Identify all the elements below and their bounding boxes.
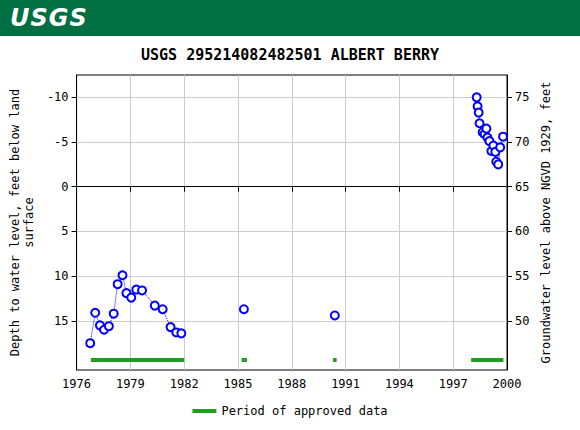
svg-text:1982: 1982 — [170, 377, 199, 391]
svg-text:15: 15 — [54, 314, 68, 328]
svg-text:Period of approved data: Period of approved data — [221, 404, 387, 418]
svg-text:1991: 1991 — [331, 377, 360, 391]
svg-text:75: 75 — [515, 90, 529, 104]
svg-text:Depth to water level, feet bel: Depth to water level, feet below land — [8, 89, 22, 356]
svg-text:10: 10 — [54, 269, 68, 283]
svg-text:50: 50 — [515, 314, 529, 328]
svg-text:2000: 2000 — [493, 377, 522, 391]
svg-text:55: 55 — [515, 269, 529, 283]
svg-text:-10: -10 — [47, 90, 69, 104]
svg-text:USGS 295214082482501 ALBERT BE: USGS 295214082482501 ALBERT BERRY — [141, 46, 439, 64]
svg-text:1985: 1985 — [224, 377, 253, 391]
svg-text:Groundwater level above NGVD 1: Groundwater level above NGVD 1929, feet — [539, 82, 553, 364]
svg-text:-5: -5 — [54, 135, 68, 149]
svg-text:0: 0 — [61, 180, 68, 194]
svg-text:1994: 1994 — [385, 377, 414, 391]
svg-text:surface: surface — [22, 197, 36, 248]
svg-text:1976: 1976 — [62, 377, 91, 391]
svg-text:1979: 1979 — [116, 377, 145, 391]
svg-text:1988: 1988 — [277, 377, 306, 391]
svg-text:70: 70 — [515, 135, 529, 149]
html-text:USGS: USGS — [10, 4, 88, 32]
svg-text:5: 5 — [61, 224, 68, 238]
svg-text:65: 65 — [515, 180, 529, 194]
svg-text:1997: 1997 — [439, 377, 468, 391]
svg-text:60: 60 — [515, 224, 529, 238]
